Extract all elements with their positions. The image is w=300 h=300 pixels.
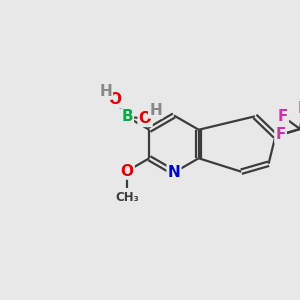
Text: O: O xyxy=(121,164,134,178)
Text: H: H xyxy=(149,103,162,118)
Text: B: B xyxy=(121,110,133,124)
Text: O: O xyxy=(139,111,152,126)
Text: O: O xyxy=(108,92,121,107)
Text: N: N xyxy=(168,165,180,180)
Text: F: F xyxy=(275,128,286,142)
Text: CH₃: CH₃ xyxy=(115,191,139,204)
Text: F: F xyxy=(278,109,288,124)
Text: H: H xyxy=(99,84,112,99)
Text: F: F xyxy=(298,101,300,116)
